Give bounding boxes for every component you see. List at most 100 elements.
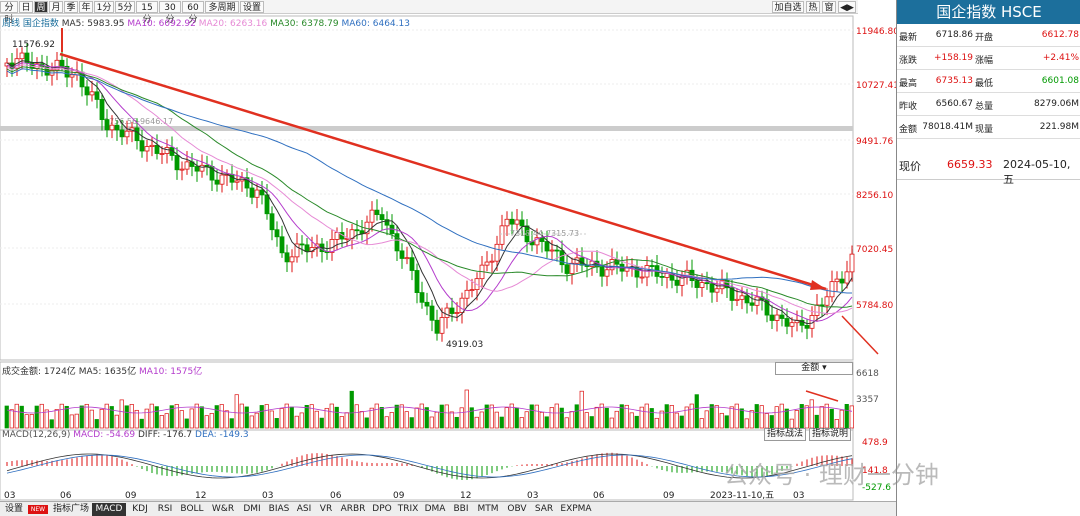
candle-body — [434, 319, 440, 334]
macd-axis-label: 141.8 — [862, 466, 888, 476]
candle-body — [404, 257, 410, 260]
period-tab-4[interactable]: 季 — [64, 1, 78, 13]
indicator-tab-19[interactable]: SAR — [534, 504, 554, 514]
side-arrow — [841, 315, 879, 355]
indicator-tab-2[interactable]: 指标广场 — [52, 504, 89, 514]
indicator-tab-14[interactable]: TRIX — [397, 504, 419, 514]
toolbar-right-button-0[interactable]: 加自选 — [772, 1, 804, 13]
indicator-tab-15[interactable]: DMA — [424, 504, 446, 514]
period-tab-2[interactable]: 周 — [34, 1, 48, 13]
indicator-help-button[interactable]: 指标说明 — [809, 428, 852, 441]
period-tab-6[interactable]: 1分 — [94, 1, 114, 13]
volume-bar — [159, 415, 164, 429]
indicator-tab-20[interactable]: EXPMA — [560, 504, 592, 514]
volume-bar — [599, 403, 604, 429]
toolbar-right-button-3[interactable]: ◀▶ — [838, 1, 856, 13]
indicator-tab-18[interactable]: OBV — [507, 504, 527, 514]
period-tab-10[interactable]: 60分 — [182, 1, 204, 25]
volume-bar — [584, 412, 589, 429]
volume-bar — [259, 405, 264, 429]
candle-body — [749, 302, 755, 306]
toolbar-right-button-1[interactable]: 热 — [806, 1, 820, 13]
indicator-tab-16[interactable]: BBI — [453, 504, 469, 514]
volume-bar — [54, 409, 59, 429]
volume-bar — [279, 408, 284, 429]
candle-body — [789, 322, 795, 327]
gap-band — [0, 126, 853, 131]
quote-row: 最新 6718.86 开盘 6612.78 — [897, 24, 1080, 47]
indicator-tab-4[interactable]: KDJ — [132, 504, 148, 514]
indicator-tab-11[interactable]: VR — [319, 504, 333, 514]
volume-bar — [239, 403, 244, 429]
period-tab-0[interactable]: 分时 — [0, 1, 18, 25]
period-tab-5[interactable]: 年 — [79, 1, 93, 13]
candle-body — [54, 59, 60, 71]
time-axis-label: 03 — [4, 491, 15, 501]
indicator-tab-17[interactable]: MTM — [477, 504, 499, 514]
volume-bar — [229, 418, 234, 429]
volume-bar — [364, 417, 369, 429]
time-axis-label: 03 — [262, 491, 273, 501]
volume-bar — [439, 404, 444, 429]
volume-amount: 成交金额: 1724亿 — [2, 367, 76, 377]
volume-bar — [69, 414, 74, 429]
indicator-tab-6[interactable]: BOLL — [180, 504, 204, 514]
quote-value: 6735.13 — [935, 76, 973, 86]
volume-bar — [569, 411, 574, 429]
indicator-tab-0[interactable]: 设置 — [4, 504, 23, 514]
quote-value: 6601.08 — [1041, 76, 1079, 86]
indicator-strategy-button[interactable]: 指标战法 — [764, 428, 807, 441]
volume-selector[interactable]: 金额 ▾ — [775, 362, 853, 375]
macd-axis-label: -527.6 — [862, 483, 891, 493]
indicator-tab-9[interactable]: BIAS — [268, 504, 290, 514]
time-axis-label: 09 — [125, 491, 137, 501]
quote-row: 涨跌 +158.19 涨幅 +2.41% — [897, 47, 1080, 70]
volume-bar — [44, 409, 49, 429]
period-tab-3[interactable]: 月 — [49, 1, 63, 13]
volume-ma-line — [6, 406, 853, 414]
indicator-tab-13[interactable]: DPO — [372, 504, 392, 514]
candle-body — [414, 270, 420, 293]
period-tab-11[interactable]: 多周期 — [205, 1, 239, 13]
indicator-tab-10[interactable]: ASI — [296, 504, 312, 514]
candle-body — [754, 296, 760, 306]
candle-body — [714, 288, 720, 293]
indicator-tab-8[interactable]: DMI — [243, 504, 261, 514]
indicator-tab-12[interactable]: ARBR — [340, 504, 366, 514]
quote-label: 最高 — [899, 79, 918, 89]
volume-bar — [79, 405, 84, 429]
volume-bar — [499, 416, 504, 429]
toolbar-right-button-2[interactable]: 窗 — [822, 1, 836, 13]
quote-title: 国企指数 HSCE — [897, 0, 1080, 24]
period-tab-12[interactable]: 设置 — [240, 1, 264, 13]
indicator-tab-5[interactable]: RSI — [157, 504, 173, 514]
period-tab-1[interactable]: 日 — [19, 1, 33, 13]
candle-body — [254, 189, 260, 198]
volume-bar — [299, 412, 304, 429]
volume-bar — [524, 411, 529, 429]
period-tab-8[interactable]: 15分 — [136, 1, 158, 25]
volume-bar — [759, 405, 764, 429]
index-name: 周线 国企指数 — [2, 19, 59, 29]
volume-bar — [674, 412, 679, 429]
candle-body — [139, 140, 145, 152]
time-axis-label: 2023-11-10,五 — [710, 491, 774, 501]
candle-body — [159, 153, 165, 155]
quote-value: +158.19 — [933, 53, 973, 63]
volume-bar — [604, 407, 609, 429]
candle-body — [744, 295, 750, 304]
volume-bar — [99, 408, 104, 429]
candle-body — [639, 276, 645, 279]
chart-canvas[interactable]: 11946.80 10727.41 9491.76 8256.10 7020.45 578… — [0, 14, 896, 501]
candle-body — [779, 314, 785, 319]
volume-bar — [519, 417, 524, 429]
volume-bar — [449, 411, 454, 429]
volume-bar — [774, 406, 779, 429]
indicator-tab-7[interactable]: W&R — [211, 504, 235, 514]
period-tab-7[interactable]: 5分 — [115, 1, 135, 13]
candle-body — [149, 144, 155, 147]
quote-value: 6612.78 — [1041, 30, 1079, 40]
volume-bar — [424, 407, 429, 429]
period-tab-9[interactable]: 30分 — [159, 1, 181, 25]
indicator-tab-3[interactable]: MACD — [92, 503, 126, 516]
